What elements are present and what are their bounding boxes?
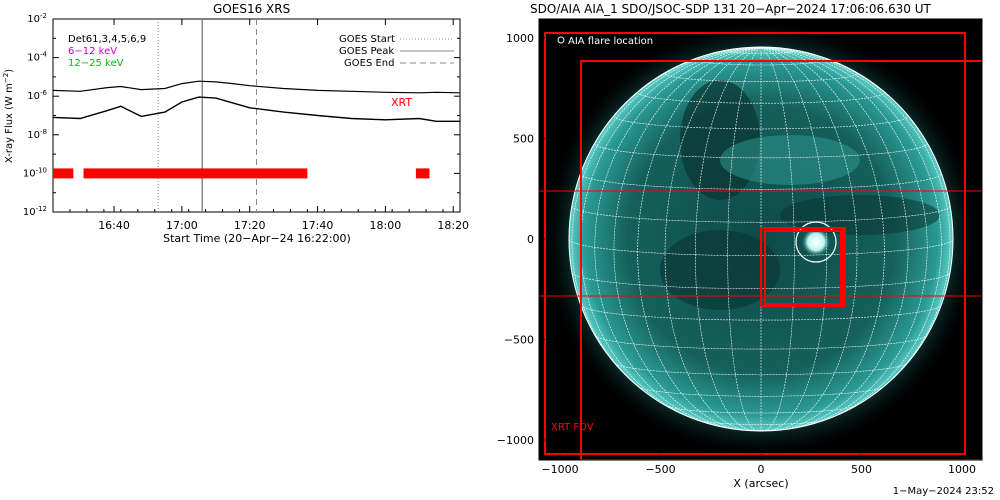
x-tick-label: 18:20 [437,219,469,232]
y-tick-exponent: -4 [40,51,48,59]
flare-kernel [802,228,830,256]
aia-y-axis: 1000 500 0 −500 −1000 [497,32,545,447]
dark-lane-equator [780,195,940,235]
band-high-label: 12−25 keV [68,58,124,69]
goes-ylabel-end: ) [4,69,15,73]
aia-y-tick-label: 1000 [506,32,534,45]
longitude-line [760,47,885,431]
channels-label: Det61,3,4,5,6,9 [68,34,146,45]
y-tick-label: 10-2 [27,12,47,25]
y-tick-base: 10 [27,53,40,64]
aia-x-tick-label: −500 [645,463,675,476]
aia-y-tick-label: 0 [527,233,534,246]
aia-x-tick-label: 0 [758,463,765,476]
longitude-line [571,47,762,411]
y-tick-label: 10-4 [27,51,47,64]
goes-series-group [52,80,461,123]
legend-end-label: GOES End [344,58,394,69]
longitude-line [760,47,951,411]
aia-xlabel: X (arcsec) [733,477,788,490]
latitude-line [613,116,909,130]
longitude-line [727,47,762,431]
xrt-coverage-group [53,168,430,179]
goes-title: GOES16 XRS [213,2,291,16]
longitude-line [637,47,762,431]
flare-location-circle [795,221,837,263]
aia-x-tick-label: 1000 [948,463,976,476]
timestamp: 1−May−2024 23:52 [892,486,994,497]
aia-y-tick-label: −1000 [497,434,534,447]
latitude-line [580,173,942,190]
xrt-fov-outer [580,60,982,460]
y-tick-exponent: -12 [36,205,47,213]
longitude-line [760,47,942,426]
series-line-1 [52,80,461,94]
x-tick-label: 17:20 [234,219,266,232]
aia-y-tick-label: 500 [513,133,534,146]
y-tick-label: 10-10 [23,166,47,179]
y-tick-label: 10-6 [27,89,47,102]
y-tick-base: 10 [23,168,36,179]
aia-x-axis: −1000 −500 0 500 1000 [541,454,976,476]
longitude-line [760,47,858,431]
goes-ylabel-sup: −2 [2,73,10,83]
longitude-line [594,47,762,429]
xrt-label: XRT [391,96,412,109]
y-tick-label: 10-12 [23,205,47,218]
solar-limb [568,46,954,432]
latitude-line [614,363,908,376]
series-line-2 [52,96,460,123]
aia-x-tick-label: −1000 [541,463,578,476]
x-tick-label: 16:40 [98,219,130,232]
longitude-line [664,47,762,431]
xrt-fov-label: XRT FOV [551,422,594,433]
aia-y-tick-label: −500 [504,334,534,347]
goes-ylabel-main: X-ray Flux (W m [4,83,15,163]
longitude-line [694,47,762,431]
y-tick-exponent: -10 [36,166,47,174]
y-tick-label: 10-8 [27,128,47,141]
legend-start-label: GOES Start [339,34,395,45]
y-tick-exponent: -2 [40,12,47,20]
x-tick-label: 17:40 [302,219,334,232]
xrt-coverage-bar [83,168,308,179]
xrt-coverage-bar [53,168,74,179]
x-tick-label: 18:00 [370,219,402,232]
y-tick-exponent: -8 [40,128,47,136]
goes-x-axis: 16:40 17:00 17:20 17:40 18:00 18:20 [69,19,469,232]
goes-event-markers [157,19,257,212]
goes-ylabel: X-ray Flux (W m−2) [2,69,15,163]
flare-legend-icon [557,36,565,44]
longitude-line [760,47,909,430]
xrt-coverage-bar [415,168,430,179]
longitude-line [760,47,928,429]
latitude-line [571,205,951,223]
aia-title: SDO/AIA AIA_1 SDO/JSOC-SDP 131 20−Apr−20… [530,2,931,16]
xrt-fov-large [544,32,966,455]
aia-legend-text: AIA flare location [568,36,653,47]
dark-region-center [660,230,780,310]
goes-xlabel: Start Time (20−Apr−24 16:22:00) [163,232,351,245]
longitude-line [580,47,762,426]
longitude-line [613,47,762,430]
legend-peak-label: GOES Peak [339,46,394,57]
longitude-line [760,47,795,431]
y-tick-base: 10 [27,91,40,102]
y-tick-base: 10 [27,14,40,25]
latitude-line [580,305,942,321]
y-tick-base: 10 [27,130,40,141]
y-tick-exponent: -6 [40,89,48,97]
band-low-label: 6−12 keV [68,46,117,57]
aia-x-tick-label: 500 [851,463,872,476]
x-tick-label: 17:00 [166,219,198,232]
y-tick-base: 10 [23,207,36,218]
